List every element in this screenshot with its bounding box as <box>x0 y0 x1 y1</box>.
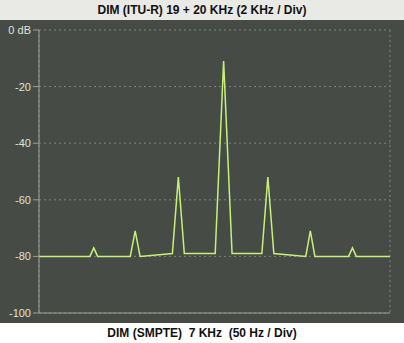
svg-text:0 dB: 0 dB <box>8 24 31 36</box>
svg-text:-60: -60 <box>15 194 31 206</box>
html-text:DIM (SMPTE) 7 KHz (50 Hz / Div: DIM (SMPTE) 7 KHz (50 Hz / Div) <box>107 326 297 340</box>
svg-text:-40: -40 <box>15 137 31 149</box>
svg-text:-100: -100 <box>9 307 31 319</box>
html-text:DIM (ITU-R) 19 + 20 KHz (2 KHz: DIM (ITU-R) 19 + 20 KHz (2 KHz / Div) <box>97 3 307 17</box>
svg-text:-80: -80 <box>15 250 31 262</box>
svg-text:-20: -20 <box>15 81 31 93</box>
